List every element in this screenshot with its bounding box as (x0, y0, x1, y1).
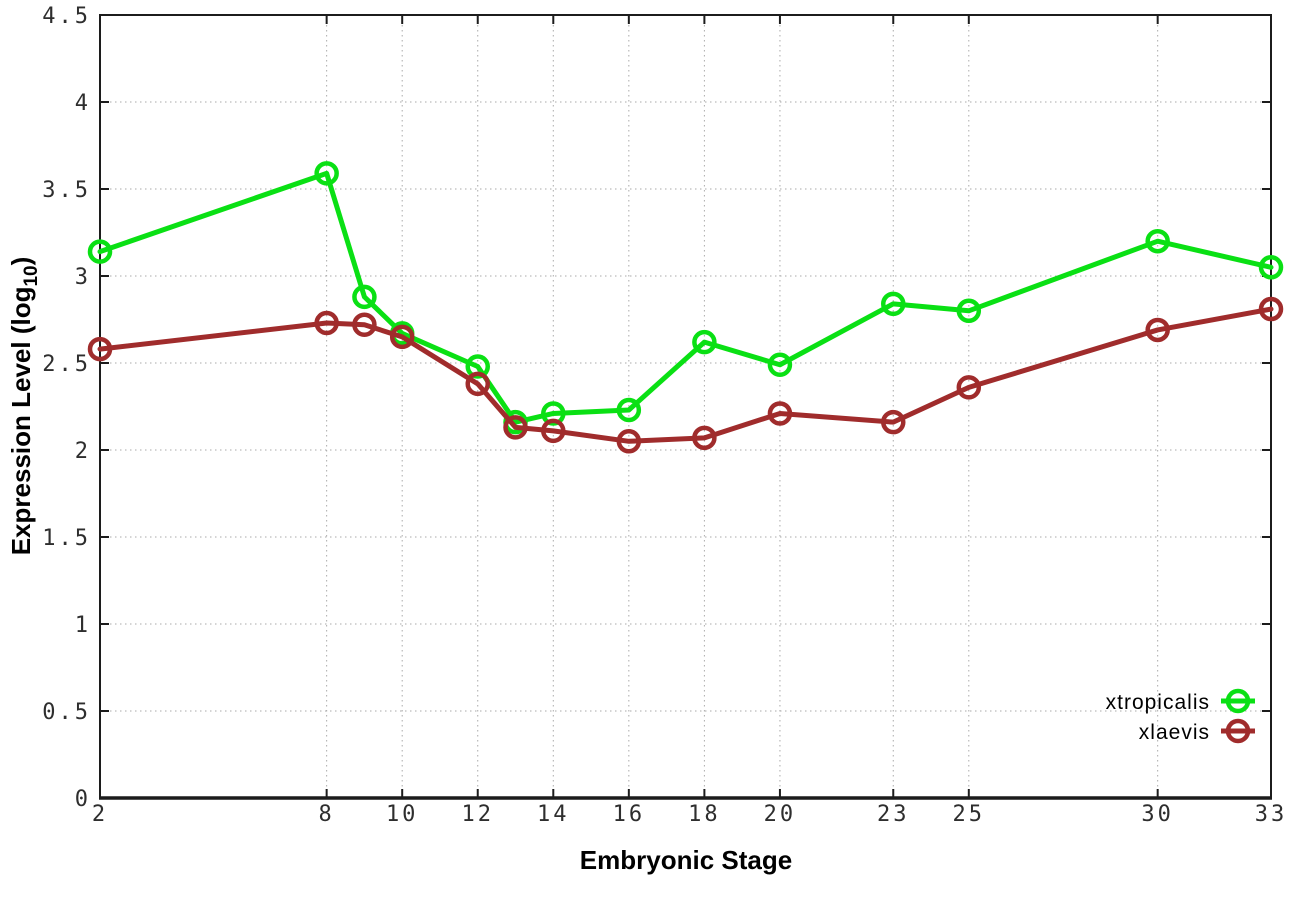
series-line-xlaevis (97, 306, 1274, 444)
legend-marker-icon-xtropicalis (1225, 688, 1251, 714)
y-tick-label-1.5: 1.5 (42, 526, 91, 551)
y-tick-label-3.5: 3.5 (42, 178, 91, 203)
x-tick-label-14: 14 (537, 802, 570, 827)
x-tick-label-18: 18 (688, 802, 721, 827)
x-tick-label-25: 25 (953, 802, 986, 827)
data-point-xtropicalis-12 (465, 354, 490, 379)
x-tick-label-30: 30 (1141, 802, 1174, 827)
y-axis-title-close: ) (6, 257, 36, 266)
data-point-xtropicalis-9 (352, 284, 377, 310)
legend-label-xlaevis: xlaevis (1139, 721, 1210, 744)
data-point-xtropicalis-33 (1258, 255, 1284, 280)
legend-marker-icon-xlaevis (1225, 718, 1251, 744)
data-point-xtropicalis-18 (692, 329, 717, 355)
data-point-xlaevis-18 (692, 425, 717, 451)
data-point-xtropicalis-20 (767, 352, 793, 377)
data-point-xlaevis-2 (87, 336, 113, 362)
plot-area: 0 0.5 1 1.5 2 2.5 3 3.5 4 4.5 2 8 10 12 14 16 18 20 23 25 30… (42, 4, 1288, 827)
x-tick-label-10: 10 (386, 802, 419, 827)
data-point-xlaevis-8 (314, 310, 339, 336)
data-point-xtropicalis-23 (881, 291, 906, 317)
data-point-xlaevis-23 (881, 409, 906, 435)
data-point-xlaevis-25 (956, 375, 982, 400)
x-tick-label-8: 8 (319, 802, 335, 827)
x-tick-label-12: 12 (461, 802, 494, 827)
data-point-xtropicalis-14 (541, 401, 566, 426)
y-tick-label-3: 3 (75, 265, 91, 290)
plot-border (99, 14, 1272, 799)
y-tick-label-1: 1 (75, 613, 91, 638)
y-axis-title-subscript: 10 (21, 265, 42, 286)
data-point-xlaevis-33 (1258, 296, 1284, 322)
legend-item-xlaevis: xlaevis (1139, 718, 1255, 744)
y-tick-label-4: 4 (75, 91, 91, 116)
legend-item-xtropicalis: xtropicalis (1106, 688, 1255, 714)
data-point-xtropicalis-30 (1145, 228, 1170, 254)
x-tick-label-23: 23 (877, 802, 910, 827)
data-point-xtropicalis-8 (314, 161, 339, 186)
data-point-xlaevis-30 (1145, 317, 1170, 343)
data-point-xlaevis-13 (503, 415, 528, 440)
data-point-xlaevis-16 (616, 429, 642, 454)
y-tick-label-2: 2 (75, 439, 91, 464)
data-point-xtropicalis-16 (616, 397, 642, 423)
legend: xtropicalis xlaevis (1106, 688, 1255, 744)
series-line-xtropicalis (97, 170, 1274, 425)
data-point-xtropicalis-2 (87, 239, 113, 264)
x-tick-label-20: 20 (764, 802, 797, 827)
y-tick-label-0: 0 (75, 787, 91, 812)
y-axis-title-text: Expression Level (log (6, 287, 36, 556)
data-point-xlaevis-20 (767, 401, 793, 426)
data-point-xlaevis-14 (541, 418, 566, 444)
data-point-xlaevis-12 (465, 371, 490, 397)
y-tick-label-4.5: 4.5 (42, 4, 91, 29)
y-tick-label-2.5: 2.5 (42, 352, 91, 377)
x-tick-label-33: 33 (1255, 802, 1288, 827)
x-axis-title: Embryonic Stage (580, 845, 792, 875)
y-tick-label-0.5: 0.5 (42, 700, 91, 725)
x-tick-label-16: 16 (613, 802, 646, 827)
legend-label-xtropicalis: xtropicalis (1106, 691, 1210, 714)
y-axis-title: Expression Level (log10) (6, 257, 42, 556)
data-point-xlaevis-9 (352, 312, 377, 337)
data-point-xtropicalis-25 (956, 298, 982, 324)
x-tick-label-2: 2 (92, 802, 108, 827)
data-point-xlaevis-10 (389, 324, 415, 350)
